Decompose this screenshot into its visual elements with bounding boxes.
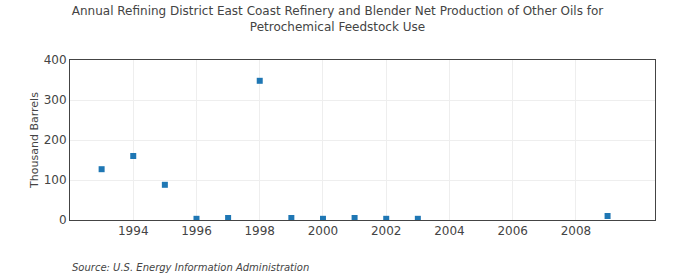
svg-text:Thousand Barrels: Thousand Barrels [28,92,41,189]
svg-text:2006: 2006 [497,224,528,238]
svg-text:Source: U.S. Energy Informatio: Source: U.S. Energy Information Administ… [72,262,309,273]
svg-text:2004: 2004 [434,224,465,238]
svg-text:0: 0 [59,213,67,227]
svg-text:1994: 1994 [118,224,149,238]
svg-text:2002: 2002 [371,224,402,238]
svg-text:2000: 2000 [308,224,339,238]
svg-text:Annual Refining District East: Annual Refining District East Coast Refi… [72,4,604,34]
svg-text:1998: 1998 [244,224,275,238]
svg-text:200: 200 [44,133,67,147]
svg-text:300: 300 [44,93,67,107]
svg-text:1996: 1996 [181,224,212,238]
svg-text:2008: 2008 [561,224,592,238]
svg-text:100: 100 [44,173,67,187]
svg-text:400: 400 [44,53,67,67]
